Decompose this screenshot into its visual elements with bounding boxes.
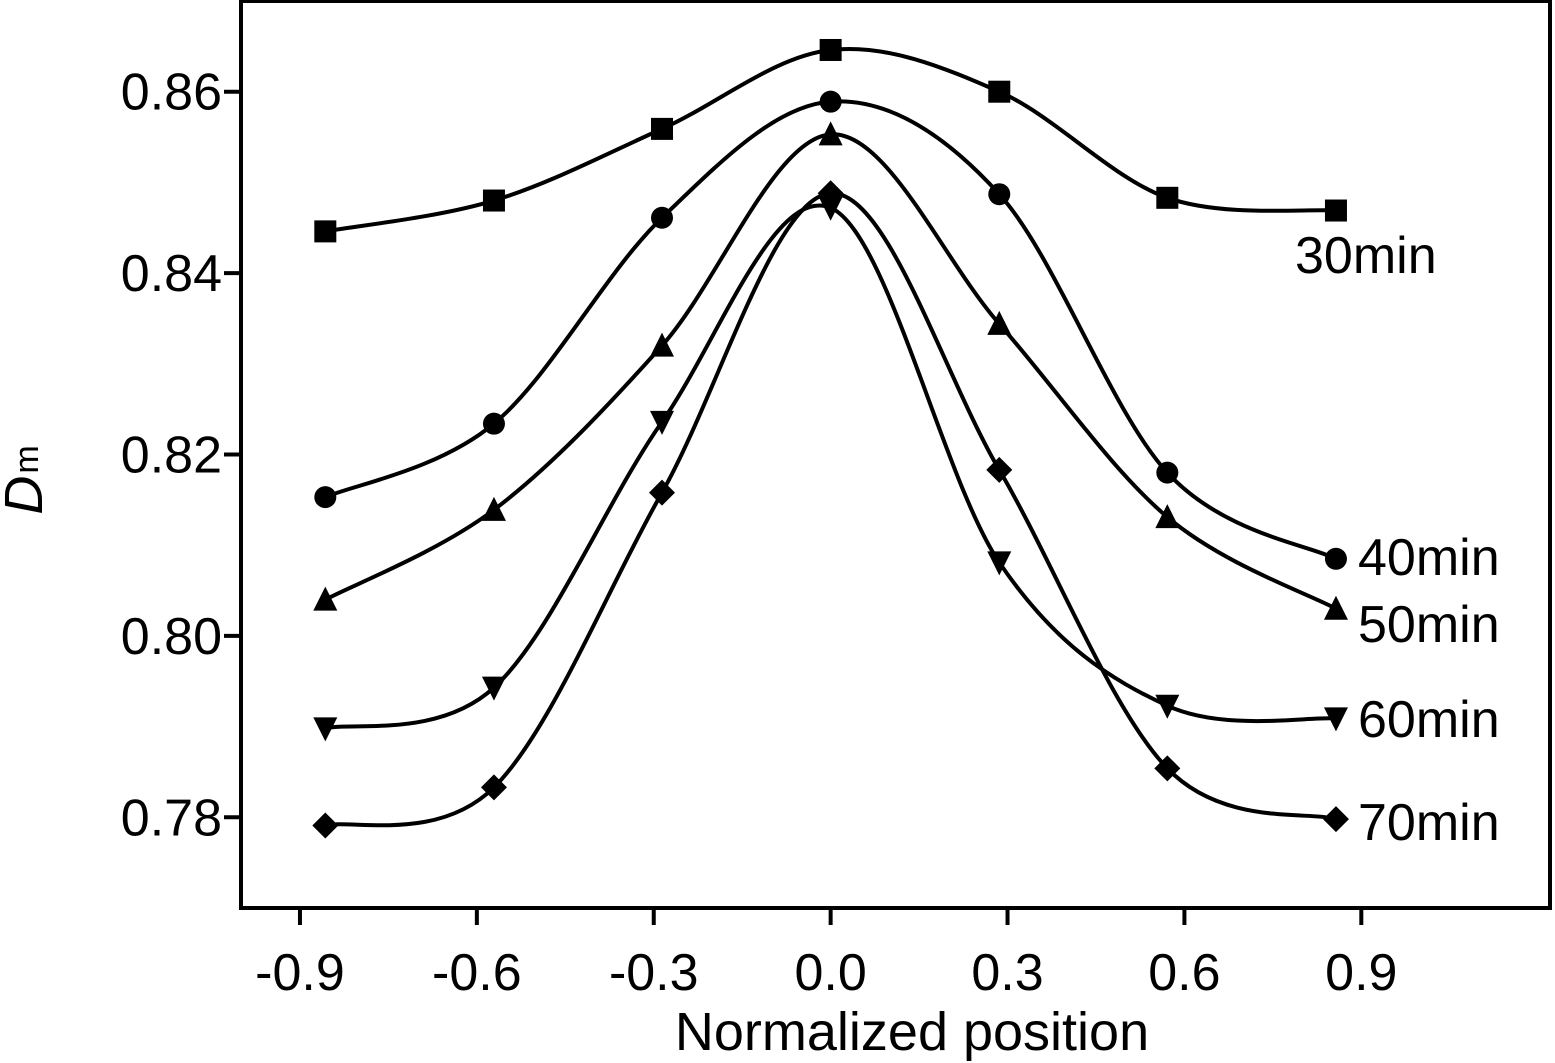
y-axis-title-main: D	[0, 476, 54, 515]
series-70min: 70min	[312, 180, 1500, 852]
square-marker	[819, 38, 842, 61]
series-label: 50min	[1358, 596, 1500, 654]
triangle-up-marker	[818, 121, 843, 146]
square-marker	[482, 189, 505, 212]
diamond-marker	[1154, 755, 1181, 782]
triangle-down-marker	[818, 196, 843, 221]
series-label: 70min	[1358, 794, 1500, 852]
y-axis-title: Dm	[0, 445, 54, 514]
series-label: 40min	[1358, 529, 1500, 587]
x-tick-label: -0.6	[432, 944, 522, 1002]
triangle-down-marker	[650, 410, 675, 435]
square-marker	[651, 117, 674, 140]
triangle-down-marker	[313, 717, 338, 742]
circle-marker	[651, 206, 674, 229]
circle-marker	[314, 486, 337, 509]
triangle-up-marker	[650, 332, 675, 357]
y-tick-label: 0.82	[121, 427, 222, 485]
series-label: 30min	[1295, 227, 1437, 285]
y-tick-label: 0.86	[121, 64, 222, 122]
triangle-up-marker	[987, 310, 1012, 335]
triangle-down-marker	[1155, 694, 1180, 719]
triangle-down-marker	[987, 551, 1012, 576]
triangle-down-marker	[481, 676, 506, 701]
series-line	[324, 99, 1337, 561]
diamond-marker	[1322, 806, 1349, 833]
y-tick-label: 0.84	[121, 245, 222, 303]
square-marker	[314, 220, 337, 243]
diamond-marker	[649, 479, 676, 506]
triangle-down-marker	[1323, 707, 1348, 732]
diamond-marker	[817, 180, 844, 207]
x-tick-label: -0.9	[255, 944, 345, 1002]
x-axis-title: Normalized position	[675, 1002, 1149, 1062]
circle-marker	[1156, 461, 1179, 484]
square-marker	[1156, 186, 1179, 209]
x-tick-label: 0.0	[794, 944, 866, 1002]
series-60min: 60min	[313, 196, 1500, 749]
series-line	[324, 191, 1337, 828]
triangle-up-marker	[481, 496, 506, 521]
diamond-marker	[480, 774, 507, 801]
circle-marker	[988, 183, 1011, 206]
y-tick-label: 0.80	[121, 608, 222, 666]
series-label: 60min	[1358, 691, 1500, 749]
series-50min: 50min	[313, 121, 1500, 654]
y-tick-label: 0.78	[121, 789, 222, 847]
square-marker	[988, 80, 1011, 103]
series-30min: 30min	[314, 38, 1437, 285]
triangle-up-marker	[1323, 595, 1348, 620]
plot-frame	[239, 0, 1552, 910]
triangle-up-marker	[1155, 504, 1180, 529]
circle-marker	[1324, 547, 1347, 570]
x-tick-label: -0.3	[609, 944, 699, 1002]
series-40min: 40min	[314, 90, 1500, 587]
diamond-marker	[986, 456, 1013, 483]
x-tick-label: 0.6	[1148, 944, 1220, 1002]
triangle-up-marker	[313, 586, 338, 611]
x-tick-label: 0.9	[1325, 944, 1397, 1002]
series-line	[324, 203, 1337, 731]
y-axis-title-subscript: m	[8, 445, 46, 473]
circle-marker	[482, 412, 505, 435]
square-marker	[1324, 199, 1347, 222]
x-tick-label: 0.3	[971, 944, 1043, 1002]
diamond-marker	[312, 812, 339, 839]
circle-marker	[819, 90, 842, 113]
